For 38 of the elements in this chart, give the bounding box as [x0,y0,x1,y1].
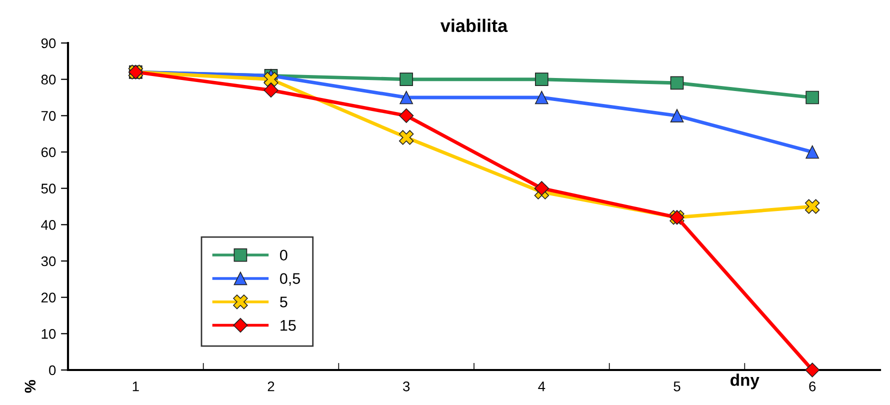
x-tick-label: 5 [674,382,680,392]
point [400,72,414,86]
x-axis-title: dny [730,374,760,390]
chart-title: viabilita [440,18,508,32]
point [264,82,278,98]
point [806,145,820,159]
legend-label: 0 [280,250,288,261]
y-tick-label: 80 [41,74,56,85]
point [670,76,684,90]
y-tick-label: 90 [41,38,56,48]
x-tick-label: 1 [132,382,139,392]
point [400,90,414,104]
y-tick-label: 20 [41,292,56,303]
x-tick-label: 2 [268,381,274,392]
point [670,108,684,122]
point [534,72,548,86]
legend-label: 15 [280,320,296,331]
y-tick-label: 60 [41,147,56,158]
point [534,90,548,104]
y-axis-title: % [24,380,36,393]
y-tick-label: 40 [41,220,56,230]
point [534,181,549,196]
x-tick-label: 3 [403,381,410,392]
legend-label: 0,5 [280,273,300,286]
point [804,199,820,214]
y-tick-label: 0 [49,365,56,376]
x-tick-label: 6 [809,381,816,392]
point [264,72,278,87]
x-tick-label: 4 [538,382,546,392]
y-tick-label: 50 [41,184,56,194]
point [805,362,820,378]
y-tick-label: 70 [41,111,56,121]
y-tick-label: 30 [41,256,56,266]
y-tick-label: 10 [42,329,56,339]
point [398,130,414,145]
legend-label: 5 [280,296,288,308]
point [806,90,820,104]
point [399,108,414,123]
